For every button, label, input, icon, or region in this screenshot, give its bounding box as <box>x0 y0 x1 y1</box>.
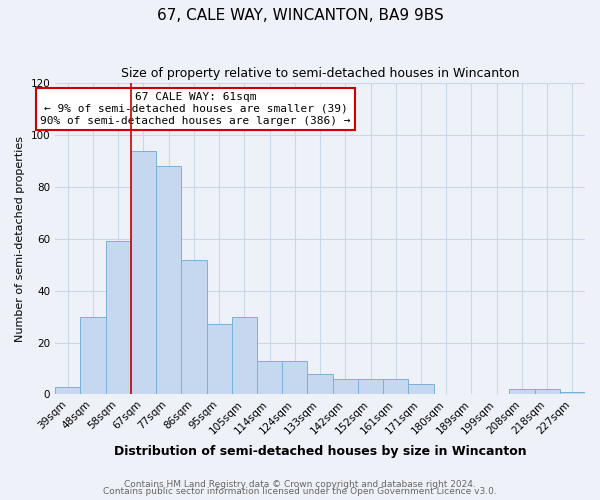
Bar <box>206 324 232 394</box>
Bar <box>55 386 80 394</box>
Bar <box>332 379 358 394</box>
Text: 67 CALE WAY: 61sqm
← 9% of semi-detached houses are smaller (39)
90% of semi-det: 67 CALE WAY: 61sqm ← 9% of semi-detached… <box>40 92 351 126</box>
Text: Contains public sector information licensed under the Open Government Licence v3: Contains public sector information licen… <box>103 487 497 496</box>
Bar <box>535 390 560 394</box>
Bar <box>232 316 257 394</box>
Bar <box>560 392 585 394</box>
Bar <box>257 360 282 394</box>
Bar <box>80 316 106 394</box>
Bar <box>383 379 409 394</box>
Bar <box>307 374 332 394</box>
Bar <box>106 242 131 394</box>
Y-axis label: Number of semi-detached properties: Number of semi-detached properties <box>15 136 25 342</box>
Bar <box>131 150 156 394</box>
Title: Size of property relative to semi-detached houses in Wincanton: Size of property relative to semi-detach… <box>121 68 520 80</box>
X-axis label: Distribution of semi-detached houses by size in Wincanton: Distribution of semi-detached houses by … <box>114 444 526 458</box>
Bar <box>156 166 181 394</box>
Bar <box>409 384 434 394</box>
Bar <box>181 260 206 394</box>
Bar <box>358 379 383 394</box>
Text: Contains HM Land Registry data © Crown copyright and database right 2024.: Contains HM Land Registry data © Crown c… <box>124 480 476 489</box>
Bar <box>282 360 307 394</box>
Text: 67, CALE WAY, WINCANTON, BA9 9BS: 67, CALE WAY, WINCANTON, BA9 9BS <box>157 8 443 22</box>
Bar <box>509 390 535 394</box>
